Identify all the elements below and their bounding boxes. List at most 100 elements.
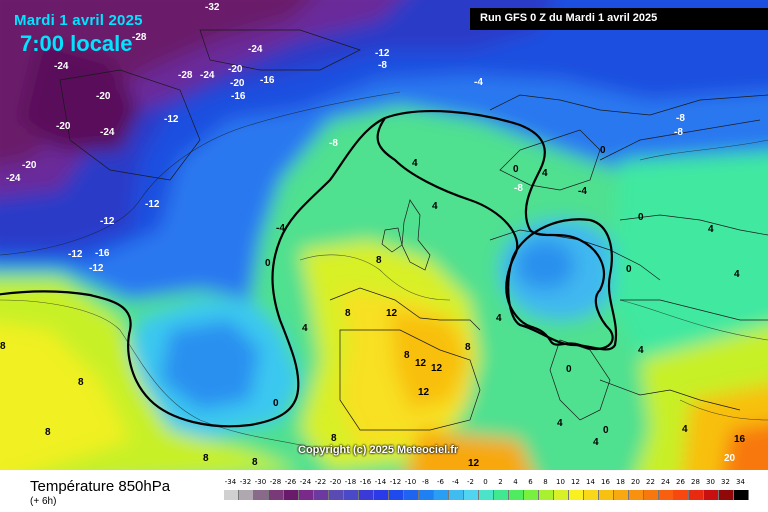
scale-tick-label: -12 <box>389 478 402 486</box>
scale-swatch <box>704 490 719 500</box>
isotherm-label: -4 <box>276 223 285 234</box>
isotherm-label: 8 <box>0 341 6 352</box>
isotherm-label: -12 <box>100 216 115 227</box>
isotherm-label: -16 <box>231 91 246 102</box>
scale-tick-label: 10 <box>556 478 565 486</box>
scale-swatch <box>554 490 569 500</box>
isotherm-label: -24 <box>248 44 263 55</box>
scale-swatch <box>494 490 509 500</box>
isotherm-label: -8 <box>674 127 683 138</box>
isotherm-label: -20 <box>56 121 71 132</box>
scale-tick-label: 14 <box>586 478 595 486</box>
scale-swatch <box>299 490 314 500</box>
scale-tick-label: -30 <box>254 478 267 486</box>
legend-panel: Température 850hPa (+ 6h) -34 -32 -30 -28 -2… <box>0 470 768 512</box>
scale-swatch <box>404 490 419 500</box>
scale-tick-label: -8 <box>422 478 429 486</box>
scale-tick-label: -28 <box>269 478 282 486</box>
scale-swatch <box>569 490 584 500</box>
isotherm-label: 4 <box>682 424 688 435</box>
isotherm-label: 0 <box>603 425 609 436</box>
scale-swatch <box>509 490 524 500</box>
isotherm-label: -8 <box>676 113 685 124</box>
scale-swatch <box>689 490 704 500</box>
scale-tick-label: -2 <box>467 478 474 486</box>
scale-swatch <box>374 490 389 500</box>
scale-swatch <box>614 490 629 500</box>
isotherm-label: -24 <box>6 173 21 184</box>
isotherm-label: 12 <box>468 458 480 469</box>
scale-tick-label: -16 <box>359 478 372 486</box>
isotherm-label: -24 <box>54 61 69 72</box>
isotherm-label: 0 <box>265 258 271 269</box>
isotherm-label: -12 <box>145 199 160 210</box>
scale-tick-label: 6 <box>528 478 533 486</box>
scale-swatch <box>359 490 374 500</box>
isotherm-label: 4 <box>496 313 502 324</box>
isotherm-label: -28 <box>178 70 193 81</box>
isotherm-label: -4 <box>578 186 587 197</box>
temperature-map: -28 -32 -24 -12 -8 -28 -24 -20 -16 -20 -… <box>0 0 768 470</box>
isotherm-label: 4 <box>432 201 438 212</box>
isotherm-label: 4 <box>542 168 548 179</box>
copyright-notice: Copyright (c) 2025 Meteociel.fr <box>298 444 459 456</box>
scale-tick-label: 26 <box>676 478 685 486</box>
isotherm-label: -20 <box>22 160 37 171</box>
isotherm-label: -12 <box>89 263 104 274</box>
scale-tick-label: 30 <box>706 478 715 486</box>
scale-tick-label: 16 <box>601 478 610 486</box>
scale-tick-label: 20 <box>631 478 640 486</box>
map-canvas <box>0 0 768 470</box>
lead-time: (+ 6h) <box>30 496 57 507</box>
isotherm-label: 12 <box>386 308 398 319</box>
temperature-field <box>0 0 768 470</box>
scale-swatch <box>629 490 644 500</box>
isotherm-label: -4 <box>474 77 483 88</box>
isotherm-label: 8 <box>331 433 337 444</box>
scale-swatch <box>419 490 434 500</box>
isotherm-label: 8 <box>345 308 351 319</box>
scale-tick-label: 8 <box>543 478 548 486</box>
isotherm-label: -24 <box>100 127 115 138</box>
isotherm-label: -8 <box>378 60 387 71</box>
scale-tick-label: -20 <box>329 478 342 486</box>
isotherm-label: 12 <box>431 363 443 374</box>
isotherm-label: 4 <box>412 158 418 169</box>
coastlines <box>59 29 768 431</box>
isotherm-label: 4 <box>302 323 308 334</box>
scale-tick-label: -26 <box>284 478 297 486</box>
isotherm-label: 16 <box>734 434 746 445</box>
scale-swatch <box>524 490 539 500</box>
isotherm-label: -20 <box>96 91 111 102</box>
isotherm-label: -20 <box>230 78 245 89</box>
isotherm-label: 0 <box>513 164 519 175</box>
isotherm-label: 0 <box>600 145 606 156</box>
isotherm-label: -28 <box>132 32 147 43</box>
scale-swatch <box>719 490 734 500</box>
scale-swatch <box>344 490 359 500</box>
isotherm-label: 4 <box>638 345 644 356</box>
scale-tick-label: -4 <box>452 478 459 486</box>
scale-swatch <box>329 490 344 500</box>
isotherm-label: 0 <box>626 264 632 275</box>
scale-swatch <box>254 490 269 500</box>
scale-swatch <box>464 490 479 500</box>
scale-tick-label: 32 <box>721 478 730 486</box>
isotherm-label: 8 <box>465 342 471 353</box>
isotherm-label: -20 <box>228 64 243 75</box>
isotherm-label: 0 <box>273 398 279 409</box>
color-scale-bar <box>224 490 749 500</box>
zero-isotherm <box>0 110 618 428</box>
scale-swatch <box>389 490 404 500</box>
isotherm-label: 4 <box>557 418 563 429</box>
scale-swatch <box>539 490 554 500</box>
scale-swatch <box>734 490 749 500</box>
isotherm-label: 8 <box>45 427 51 438</box>
isotherm-label: 20 <box>724 453 736 464</box>
forecast-time: 7:00 locale <box>20 31 133 56</box>
scale-tick-label: -6 <box>437 478 444 486</box>
scale-tick-label: 22 <box>646 478 655 486</box>
isotherm-label: 4 <box>708 224 714 235</box>
isotherm-lines <box>0 91 768 451</box>
isotherm-label: 12 <box>415 358 427 369</box>
